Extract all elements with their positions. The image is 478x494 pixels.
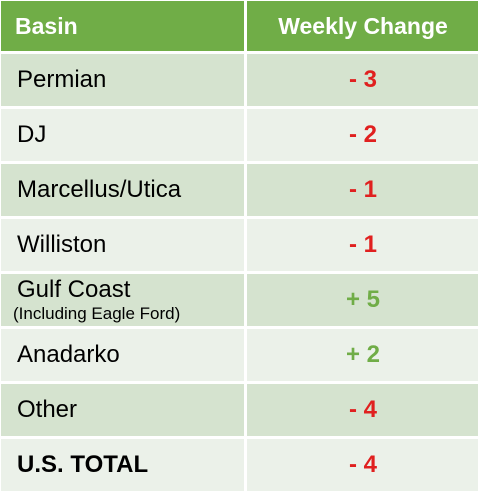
basin-cell: Marcellus/Utica xyxy=(1,164,244,216)
basin-name: Gulf Coast xyxy=(17,276,131,303)
basin-cell: Permian xyxy=(1,54,244,106)
change-cell: - 1 xyxy=(247,164,478,216)
basin-cell: Other xyxy=(1,384,244,436)
change-cell: - 2 xyxy=(247,109,478,161)
header-cell: Basin xyxy=(1,1,244,51)
change-cell: + 5 xyxy=(247,274,478,326)
basin-cell: Anadarko xyxy=(1,329,244,381)
basin-cell: Gulf Coast (Including Eagle Ford) xyxy=(1,274,244,326)
change-cell: + 2 xyxy=(247,329,478,381)
basin-name: DJ xyxy=(17,121,47,148)
basin-name: Marcellus/Utica xyxy=(17,176,182,203)
change-cell: - 4 xyxy=(247,384,478,436)
basin-name: Williston xyxy=(17,231,107,258)
basin-name: U.S. TOTAL xyxy=(17,451,149,478)
basin-cell: DJ xyxy=(1,109,244,161)
basin-name: Other xyxy=(17,396,78,423)
change-cell: - 4 xyxy=(247,439,478,491)
header-cell: Weekly Change xyxy=(247,1,478,51)
basin-name: Anadarko xyxy=(17,341,120,368)
change-cell: - 3 xyxy=(247,54,478,106)
basin-name: Permian xyxy=(17,66,107,93)
basin-cell: Williston xyxy=(1,219,244,271)
basin-cell: U.S. TOTAL xyxy=(1,439,244,491)
change-cell: - 1 xyxy=(247,219,478,271)
basin-note: (Including Eagle Ford) xyxy=(13,304,181,323)
